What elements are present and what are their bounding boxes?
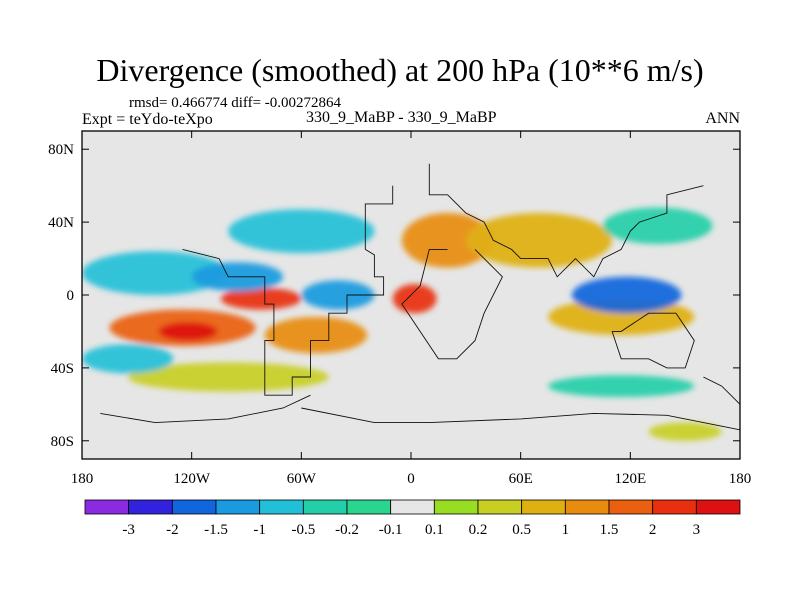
season-label: ANN [705, 110, 740, 127]
coastline-2 [428, 163, 704, 278]
colorbar-swatch-13 [652, 499, 697, 515]
colorbar-swatch-0 [84, 499, 130, 515]
colorbar-label-13: 3 [693, 522, 701, 538]
field-blob-11 [301, 280, 375, 310]
y-tick-label-3: 40S [51, 361, 74, 377]
field-blob-1 [158, 322, 218, 341]
colorbar-swatch-6 [346, 499, 392, 515]
coastlines [100, 163, 740, 431]
y-tick-label-1: 40N [48, 215, 74, 231]
colorbar-swatch-1 [128, 499, 173, 515]
colorbar-label-4: -0.5 [291, 522, 315, 538]
field-blob-8 [127, 362, 329, 392]
chart-title: Divergence (smoothed) at 200 hPa (10**6 … [96, 52, 704, 88]
colorbar-swatch-2 [171, 499, 217, 515]
field-blob-16 [548, 375, 695, 398]
coastline-5 [100, 394, 311, 424]
colorbar-swatch-5 [302, 499, 348, 515]
coastline-6 [301, 407, 740, 431]
x-tick-label-6: 180 [729, 471, 752, 487]
field-blob-3 [264, 316, 368, 354]
field-blob-14 [82, 344, 174, 374]
x-tick-label-3: 0 [407, 471, 415, 487]
colorbar-label-7: 0.1 [425, 522, 444, 538]
colorbar-swatch-9 [477, 499, 523, 515]
colorbar-label-11: 1.5 [600, 522, 619, 538]
colorbar-swatch-10 [521, 499, 566, 515]
colorbar-swatch-3 [215, 499, 261, 515]
colorbar-swatch-8 [433, 499, 479, 515]
field-blob-17 [648, 422, 722, 441]
coastline-1 [401, 248, 503, 360]
cases-label: 330_9_MaBP - 330_9_MaBP [306, 109, 497, 126]
x-tick-label-4: 60E [509, 471, 533, 487]
stats-line: rmsd= 0.466774 diff= -0.00272864 [129, 95, 342, 111]
y-tick-label-4: 80S [51, 434, 74, 450]
x-tick-label-0: 180 [71, 471, 94, 487]
colorbar-label-1: -2 [166, 522, 179, 538]
colorbar-swatch-7 [390, 499, 435, 515]
colorbar-label-12: 2 [649, 522, 657, 538]
colorbar-label-10: 1 [562, 522, 570, 538]
divergence-field [82, 207, 722, 441]
colorbar-label-5: -0.2 [335, 522, 359, 538]
x-tick-label-2: 60W [287, 471, 317, 487]
y-tick-label-2: 0 [67, 288, 75, 304]
colorbar-label-8: 0.2 [469, 522, 488, 538]
colorbar: -3 -2 -1.5 -1 -0.5 -0.2 -0.1 0.1 0.2 0.5 1 1.5 2 3 [84, 499, 741, 538]
field-blob-2 [220, 287, 302, 310]
field-blob-13 [571, 276, 682, 314]
colorbar-label-9: 0.5 [512, 522, 531, 538]
colorbar-label-3: -1 [253, 522, 266, 538]
x-tick-label-1: 120W [173, 471, 211, 487]
coastline-4 [703, 376, 740, 405]
field-blob-5 [401, 213, 494, 268]
x-tick-label-5: 120E [614, 471, 646, 487]
field-blob-9 [82, 251, 229, 295]
experiment-label: Expt = teYdo-teXpo [82, 111, 213, 128]
field-blob-12 [228, 209, 375, 254]
axes: 180 120W 60W 0 60E 120E 180 80N 40N 0 40S 80S [48, 131, 751, 487]
coastline-0 [182, 185, 394, 396]
y-tick-label-0: 80N [48, 142, 74, 158]
colorbar-swatch-14 [695, 499, 741, 515]
colorbar-label-0: -3 [122, 522, 135, 538]
field-blob-15 [602, 207, 713, 244]
coastline-3 [611, 312, 695, 369]
field-blob-4 [392, 284, 437, 314]
colorbar-label-6: -0.1 [379, 522, 403, 538]
colorbar-swatch-11 [564, 499, 610, 515]
colorbar-swatch-4 [259, 499, 304, 515]
colorbar-label-2: -1.5 [204, 522, 228, 538]
colorbar-swatch-12 [608, 499, 654, 515]
field-blob-6 [465, 213, 613, 268]
